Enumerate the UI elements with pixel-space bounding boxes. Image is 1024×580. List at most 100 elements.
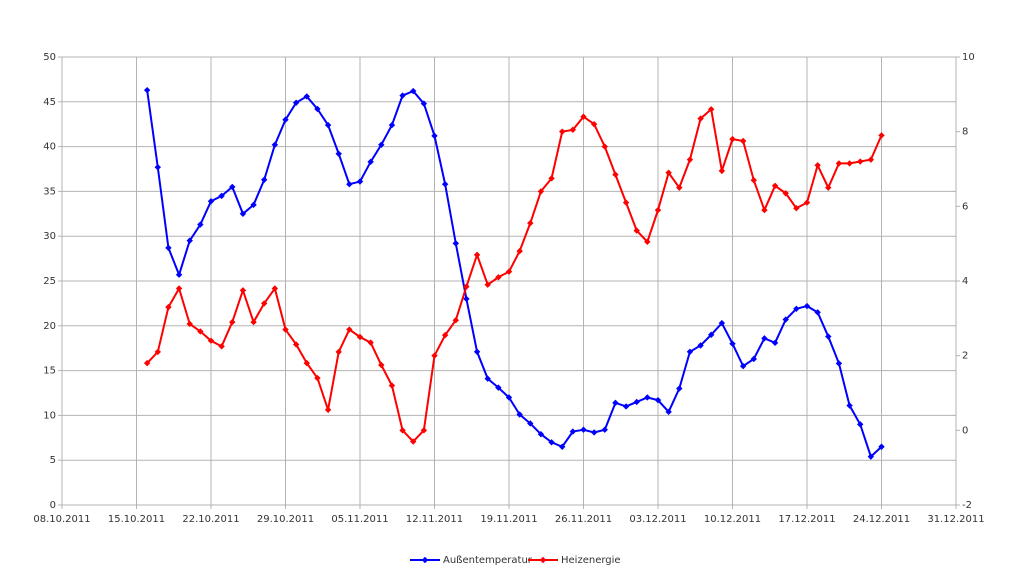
legend-marker [539,556,547,564]
data-point [175,285,183,292]
data-point [346,326,353,333]
data-point [239,210,247,217]
x-tick-label: 03.12.2011 [629,514,686,525]
data-point [356,333,364,341]
data-point [452,240,459,247]
data-point [516,411,523,418]
y-tick-label: 5 [50,455,56,466]
x-tick-label: 15.10.2011 [108,514,165,525]
data-point [654,206,662,214]
y2-tick-label: 6 [962,201,968,212]
y-tick-label: 0 [50,500,56,511]
data-point [367,158,374,166]
data-point [282,116,289,123]
x-tick-label: 12.11.2011 [406,514,463,525]
data-point [367,339,374,346]
data-point [154,164,161,171]
data-point [750,177,757,184]
data-point [665,408,672,416]
data-point [654,396,662,404]
data-point [399,427,406,434]
y-tick-label: 45 [43,97,56,108]
x-tick-label: 19.11.2011 [480,514,537,525]
data-point [420,427,428,434]
x-tick-label: 29.10.2011 [257,514,314,525]
data-point [335,348,342,356]
data-point [793,205,800,212]
data-point [612,399,619,407]
x-tick-label: 31.12.2011 [927,514,984,525]
data-point [676,184,683,191]
data-point [708,331,715,338]
data-point [186,237,193,244]
series-line [146,107,883,443]
data-point [761,206,768,214]
y2-tick-label: -2 [962,500,972,511]
data-point [601,143,608,150]
data-point [229,318,236,326]
plot-frame [61,56,957,506]
y-tick-label: 40 [43,142,56,153]
data-point [186,320,193,328]
data-point [505,394,513,401]
data-point [335,150,342,157]
data-point [346,181,353,188]
data-point [207,337,215,344]
data-point [803,302,811,310]
data-point [229,183,236,191]
data-point [814,309,821,316]
data-point [441,331,449,339]
data-point [356,178,364,185]
data-point [686,348,694,355]
data-point [548,175,555,182]
y-tick-label: 20 [43,321,56,332]
x-tick-label: 22.10.2011 [182,514,239,525]
data-point [857,158,864,165]
data-point [314,374,321,382]
data-point [292,341,300,348]
x-tick-label: 26.11.2011 [555,514,612,525]
data-point [484,281,491,288]
y-tick-label: 25 [43,276,56,287]
data-point [239,287,247,294]
data-point [388,121,396,129]
x-tick-label: 17.12.2011 [778,514,835,525]
data-point [814,162,821,169]
data-point [729,340,736,347]
data-point [835,360,843,367]
data-point [622,199,630,206]
data-point [686,156,694,163]
data-point [261,300,268,307]
legend-label: Heizenergie [561,555,621,566]
y-tick-label: 50 [43,52,56,63]
data-point [463,295,470,303]
data-point [825,184,832,191]
data-point [143,359,151,367]
y-tick-label: 35 [43,186,56,197]
data-point [165,244,172,252]
data-point [697,342,704,349]
data-point [261,176,268,183]
data-point [633,398,640,406]
legend-marker [421,556,429,564]
data-point [718,319,726,327]
data-point [569,126,577,133]
legend-label: Außentemperatur [443,555,533,566]
y-tick-label: 15 [43,366,56,377]
data-point [463,283,470,290]
data-point [835,160,843,167]
data-point [878,132,885,139]
x-tick-label: 05.11.2011 [331,514,388,525]
data-point [441,181,449,188]
data-point [846,160,853,167]
data-point [739,362,747,370]
data-point [612,171,619,178]
data-point [473,251,481,259]
data-point [825,333,832,340]
y-tick-label: 10 [43,410,56,421]
data-point [771,339,779,347]
data-point [729,135,736,143]
data-point [420,100,428,107]
